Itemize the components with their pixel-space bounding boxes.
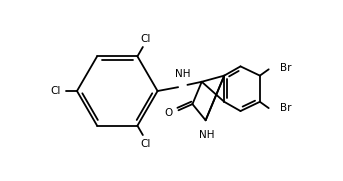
Text: Cl: Cl (50, 86, 60, 96)
Text: Br: Br (280, 103, 291, 113)
Text: Cl: Cl (141, 139, 151, 149)
Text: Cl: Cl (141, 34, 151, 44)
Text: NH: NH (199, 130, 214, 140)
Text: Br: Br (280, 63, 292, 73)
Text: O: O (164, 108, 172, 118)
Text: NH: NH (175, 69, 190, 79)
